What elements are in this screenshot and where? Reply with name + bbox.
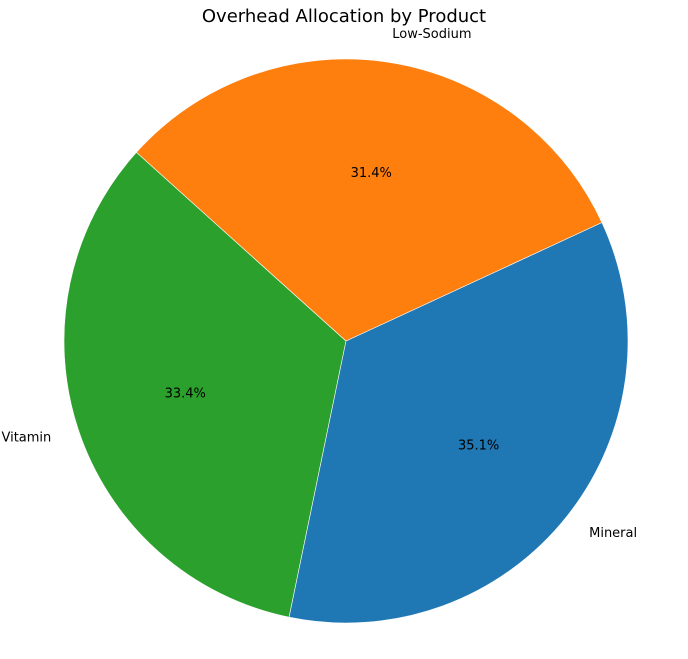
slice-label-low-sodium: Low-Sodium [392,27,471,42]
slice-percent-mineral: 35.1% [458,439,499,454]
slice-label-vitamin: Vitamin [1,430,51,445]
pie-slice-low-sodium [136,58,603,342]
slice-label-mineral: Mineral [589,526,637,541]
slice-percent-vitamin: 33.4% [165,386,206,401]
pie-slice-mineral [288,222,629,624]
chart-title: Overhead Allocation by Product [201,6,487,27]
slice-percent-low-sodium: 31.4% [351,166,392,181]
pie-slice-vitamin [63,151,347,618]
